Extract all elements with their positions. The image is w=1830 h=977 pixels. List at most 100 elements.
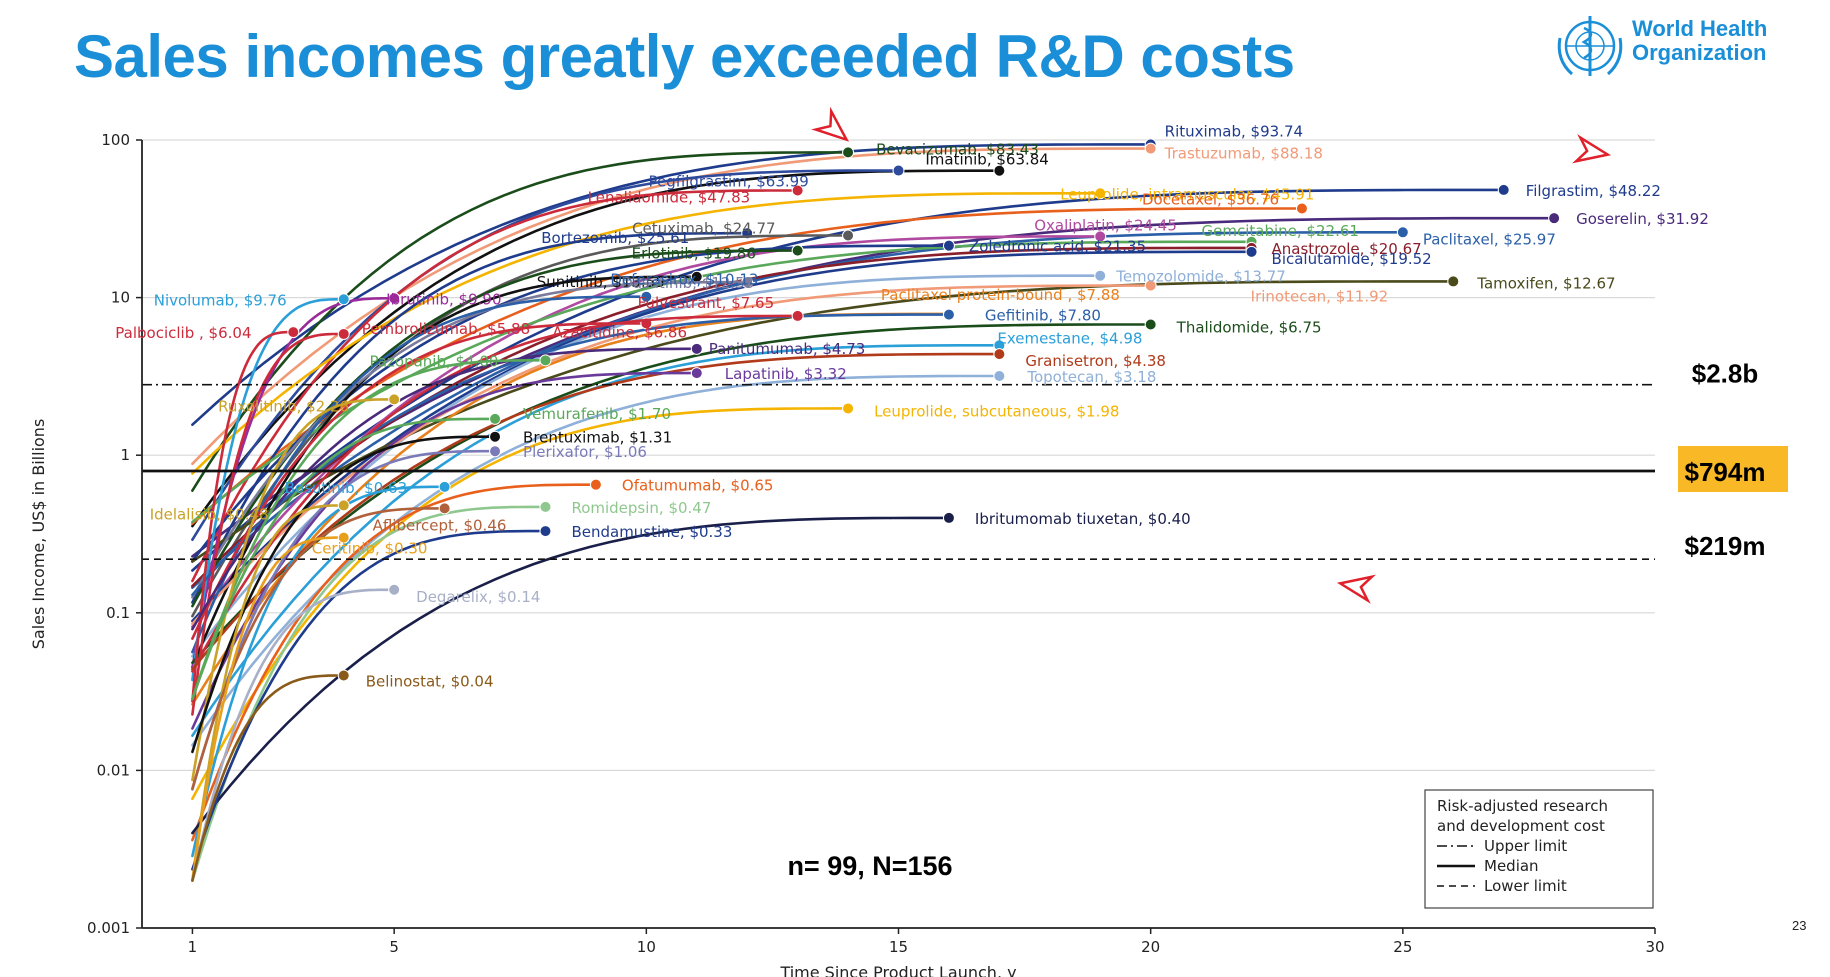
series-endpoint bbox=[388, 393, 401, 406]
series-endpoint bbox=[489, 430, 502, 443]
series-endpoint bbox=[993, 164, 1006, 177]
y-tick-label: 0.001 bbox=[87, 919, 130, 937]
series-label: Paclitaxel protein-bound , $7.88 bbox=[881, 286, 1120, 304]
legend-title-line1: Risk-adjusted research bbox=[1437, 797, 1608, 815]
series-label: Cetuximab, $24.77 bbox=[632, 220, 775, 238]
legend: Risk-adjusted research and development co… bbox=[1424, 789, 1654, 909]
sample-note: n= 99, N=156 bbox=[787, 851, 952, 881]
y-tick-label: 100 bbox=[101, 131, 130, 149]
y-tick-label: 10 bbox=[111, 289, 130, 307]
series-label: Bortezomib, $25.61 bbox=[541, 229, 689, 247]
reference-label: $219m bbox=[1685, 531, 1766, 561]
series-line bbox=[191, 323, 1152, 664]
series-label: Brentuximab, $1.31 bbox=[523, 429, 672, 447]
series-label: Ibrutinib, $9.90 bbox=[386, 290, 501, 308]
series-line bbox=[191, 536, 345, 882]
series-label: Palbociclib , $6.04 bbox=[115, 324, 251, 342]
series-label: Granisetron, $4.38 bbox=[1025, 352, 1166, 370]
red-arrowhead-icon bbox=[1572, 134, 1612, 164]
red-arrowhead-icon bbox=[811, 106, 850, 142]
red-arrowhead-icon bbox=[1336, 574, 1376, 604]
series-label: Leuprolide, subcutaneous, $1.98 bbox=[874, 402, 1119, 420]
series-line bbox=[191, 330, 295, 703]
y-tick-label: 0.1 bbox=[106, 604, 130, 622]
series-label: Trastuzumab, $88.18 bbox=[1164, 145, 1323, 163]
x-tick-label: 20 bbox=[1141, 938, 1160, 956]
series-endpoint bbox=[1094, 187, 1107, 200]
series-label: Dasatinib, $12.53 bbox=[621, 274, 754, 292]
series-endpoint bbox=[942, 308, 955, 321]
series-line bbox=[191, 280, 749, 599]
x-tick-label: 1 bbox=[188, 938, 198, 956]
series-line bbox=[191, 192, 1102, 475]
series-label: Fulvestrant, $7.65 bbox=[638, 294, 775, 312]
series-line bbox=[191, 298, 345, 682]
series-endpoint bbox=[741, 276, 754, 289]
reference-label: $794m bbox=[1685, 457, 1766, 487]
series-line bbox=[191, 359, 547, 700]
series-endpoint bbox=[539, 525, 552, 538]
x-tick-label: 10 bbox=[637, 938, 656, 956]
series-line bbox=[191, 588, 396, 882]
reference-label: $2.8b bbox=[1692, 359, 1759, 389]
reference-lines: $2.8b $794m $219m bbox=[142, 359, 1788, 561]
series-endpoint bbox=[337, 669, 350, 682]
series-endpoint bbox=[1396, 226, 1409, 239]
series-line bbox=[191, 332, 345, 716]
series-endpoint bbox=[791, 244, 804, 257]
series-endpoint bbox=[1548, 212, 1561, 225]
series-label: Sunitinib, $13.55 bbox=[537, 273, 665, 291]
series-line bbox=[191, 189, 799, 583]
series-label: Topotecan, $3.18 bbox=[1026, 368, 1156, 386]
series-label: Exemestane, $4.98 bbox=[997, 329, 1142, 347]
series-endpoint bbox=[539, 354, 552, 367]
series-line bbox=[191, 322, 648, 640]
series-label: Bosutinib, $0.63 bbox=[285, 479, 408, 497]
series-label: Romidepsin, $0.47 bbox=[571, 499, 711, 517]
series-line bbox=[191, 449, 497, 791]
series-label: Belinostat, $0.04 bbox=[366, 673, 494, 691]
x-tick-label: 5 bbox=[389, 938, 399, 956]
y-axis-title: Sales Income, US$ in Billions bbox=[29, 419, 48, 650]
series-endpoint bbox=[690, 342, 703, 355]
series-line bbox=[191, 352, 1001, 671]
series-label: Vemurafenib, $1.70 bbox=[523, 405, 671, 423]
series-label: Pazopanib, $4.00 bbox=[369, 352, 498, 370]
series-endpoint bbox=[337, 327, 350, 340]
series-label: Ibritumomab tiuxetan, $0.40 bbox=[975, 510, 1191, 528]
series-label: Lenalidomide, $47.83 bbox=[588, 188, 751, 206]
series-label: Gefitinib, $7.80 bbox=[985, 307, 1101, 325]
series-label: Anastrozole, $20.67 bbox=[1272, 240, 1422, 258]
series-line bbox=[191, 483, 598, 842]
series-line bbox=[191, 407, 850, 801]
series-label: Ruxolitinib, $2.26 bbox=[218, 397, 349, 415]
series-endpoint bbox=[942, 511, 955, 524]
series-endpoint bbox=[388, 583, 401, 596]
series-endpoint bbox=[791, 309, 804, 322]
series-label: Irinotecan, $11.92 bbox=[1251, 288, 1389, 306]
series-line bbox=[191, 516, 951, 835]
series-endpoint bbox=[337, 293, 350, 306]
series-line bbox=[191, 231, 749, 604]
series-label: Bendamustine, $0.33 bbox=[571, 523, 732, 541]
series-label: Erlotinib, $19.86 bbox=[632, 245, 756, 263]
median-highlight bbox=[1678, 445, 1788, 492]
series-line bbox=[191, 504, 345, 882]
series-line bbox=[191, 417, 497, 701]
x-axis-title: Time Since Product Launch, y bbox=[779, 963, 1016, 977]
series-endpoint bbox=[842, 229, 855, 242]
series-line bbox=[191, 216, 1556, 558]
series-endpoint bbox=[1497, 183, 1510, 196]
series-label: Leuprolide, intramuscular, $45.91 bbox=[1060, 185, 1314, 203]
legend-item: Lower limit bbox=[1484, 877, 1567, 895]
series-line bbox=[191, 169, 900, 541]
series-label: Ofatumumab, $0.65 bbox=[622, 477, 774, 495]
series-label: Pembrolizumab, $5.88 bbox=[362, 320, 530, 338]
series-labels: Rituximab, $93.74 Trastuzumab, $88.18 Beva… bbox=[115, 122, 1709, 881]
series-line bbox=[191, 347, 699, 631]
series-label: Panitumumab, $4.73 bbox=[709, 340, 866, 358]
series-curves bbox=[191, 138, 1561, 882]
who-name-line1: World Health bbox=[1632, 16, 1768, 41]
series-label: Docetaxel, $36.76 bbox=[1142, 190, 1279, 208]
